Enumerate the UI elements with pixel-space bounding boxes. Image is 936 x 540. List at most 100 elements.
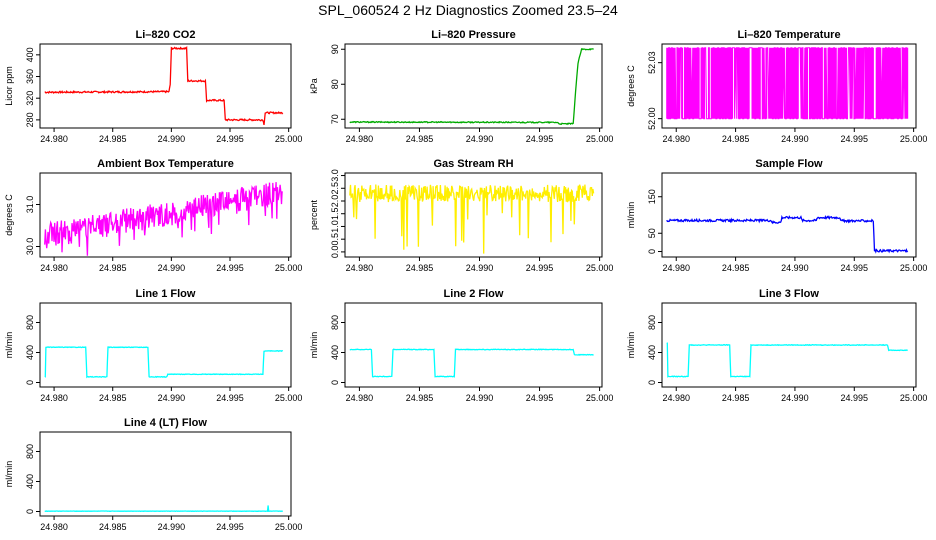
y-tick-label: 3.0 [330,169,340,182]
x-tick-label: 24.990 [466,393,494,403]
figure-title: SPL_060524 2 Hz Diagnostics Zoomed 23.5–… [318,2,618,18]
x-tick-label: 24.995 [526,134,554,144]
panel-7: Line 1 Flow 24.980 24.985 24.990 24.995 25.00… [4,288,302,403]
x-tick-label: 25.000 [275,263,303,273]
y-axis-label: kPa [309,78,319,94]
x-tick-label: 24.985 [722,393,750,403]
y-tick-label: 400 [647,345,657,360]
plot-frame [661,172,917,258]
x-tick-label: 24.995 [841,393,869,403]
y-tick-label: 2.5 [330,182,340,195]
y-axis-label: ml/min [4,461,14,488]
x-tick-label: 24.980 [40,263,68,273]
x-tick-label: 24.980 [346,393,374,403]
x-tick-label: 24.980 [662,393,690,403]
x-tick-label: 24.990 [158,134,186,144]
y-tick-label: 400 [25,47,35,62]
x-tick-label: 25.000 [586,393,614,403]
x-tick-label: 24.985 [99,134,127,144]
panel-1: Li–820 CO2 24.980 24.985 24.990 24.995 25.000… [4,29,302,144]
series-line [44,505,283,513]
panel-title: Gas Stream RH [433,158,513,170]
y-tick-label: 0 [647,380,657,385]
x-tick-label: 24.980 [346,134,374,144]
y-tick-label: 1.5 [330,207,340,220]
y-tick-label: 280 [25,112,35,127]
plot-frame [39,172,292,258]
x-tick-label: 24.995 [526,393,554,403]
plot-frame [39,431,292,517]
y-tick-label: 80 [330,79,340,89]
y-axis-label: degrees C [626,65,636,107]
panel-3: Li–820 Temperature 24.980 24.985 24.990 24.9… [626,29,927,144]
y-tick-label: 800 [25,444,35,459]
plot-frame [661,43,917,129]
x-tick-label: 24.985 [406,393,434,403]
x-tick-label: 24.985 [722,263,750,273]
panel-4: Ambient Box Temperature 24.980 24.985 24.99… [4,158,302,273]
y-tick-label: 0.0 [330,246,340,259]
x-tick-label: 25.000 [275,134,303,144]
x-tick-label: 24.980 [662,134,690,144]
y-tick-label: 30.0 [25,238,35,256]
x-tick-label: 25.000 [900,263,928,273]
x-tick-label: 24.980 [662,263,690,273]
panel-title: Ambient Box Temperature [97,158,234,170]
x-tick-label: 24.990 [781,134,809,144]
y-tick-label: 52.03 [647,51,657,74]
y-tick-label: 2.0 [330,195,340,208]
x-tick-label: 24.990 [158,263,186,273]
panel-title: Li–820 Pressure [431,29,515,41]
panel-title: Line 1 Flow [136,288,196,300]
x-tick-label: 24.990 [158,393,186,403]
x-tick-label: 25.000 [900,134,928,144]
y-tick-label: 90 [330,44,340,54]
y-tick-label: 800 [647,315,657,330]
y-tick-label: 0 [330,380,340,385]
x-tick-label: 25.000 [275,522,303,532]
x-tick-label: 24.990 [466,263,494,273]
panel-title: Line 2 Flow [444,288,504,300]
y-tick-label: 400 [25,474,35,489]
y-tick-label: 150 [647,189,657,204]
y-axis-label: ml/min [309,332,319,359]
x-tick-label: 24.980 [346,263,374,273]
x-tick-label: 24.985 [99,393,127,403]
y-axis-label: degrees C [4,194,14,236]
y-tick-label: 0 [25,509,35,514]
panel-title: Line 4 (LT) Flow [124,417,207,429]
y-tick-label: 52.00 [647,107,657,130]
y-tick-label: 1.0 [330,220,340,233]
series-line [44,45,284,126]
x-tick-label: 24.995 [526,263,554,273]
panel-10: Line 4 (LT) Flow 24.980 24.985 24.990 24.995… [4,417,302,532]
x-tick-label: 24.990 [158,522,186,532]
y-axis-label: percent [309,199,319,230]
series-line [44,346,284,379]
x-tick-label: 24.995 [216,263,244,273]
series-line [666,47,909,120]
y-axis-label: ml/min [4,332,14,359]
x-tick-label: 24.995 [841,263,869,273]
x-tick-label: 24.985 [99,522,127,532]
plot-frame [39,43,292,129]
y-tick-label: 70 [330,114,340,124]
x-tick-label: 24.995 [216,393,244,403]
y-tick-label: 400 [25,345,35,360]
panel-9: Line 3 Flow 24.980 24.985 24.990 24.995 25.00… [626,288,927,403]
x-tick-label: 24.995 [216,522,244,532]
y-tick-label: 0.5 [330,233,340,246]
y-tick-label: 0 [25,380,35,385]
y-axis-label: Licor ppm [4,66,14,106]
x-tick-label: 24.985 [99,263,127,273]
panel-8: Line 2 Flow 24.980 24.985 24.990 24.995 25.00… [309,288,613,403]
panel-title: Li–820 CO2 [136,29,196,41]
y-tick-label: 400 [330,345,340,360]
y-tick-label: 50 [647,228,657,238]
y-tick-label: 31.0 [25,196,35,214]
x-tick-label: 24.990 [781,393,809,403]
panel-6: Sample Flow 24.980 24.985 24.990 24.995 25.00… [626,158,927,273]
y-tick-label: 0 [647,249,657,254]
